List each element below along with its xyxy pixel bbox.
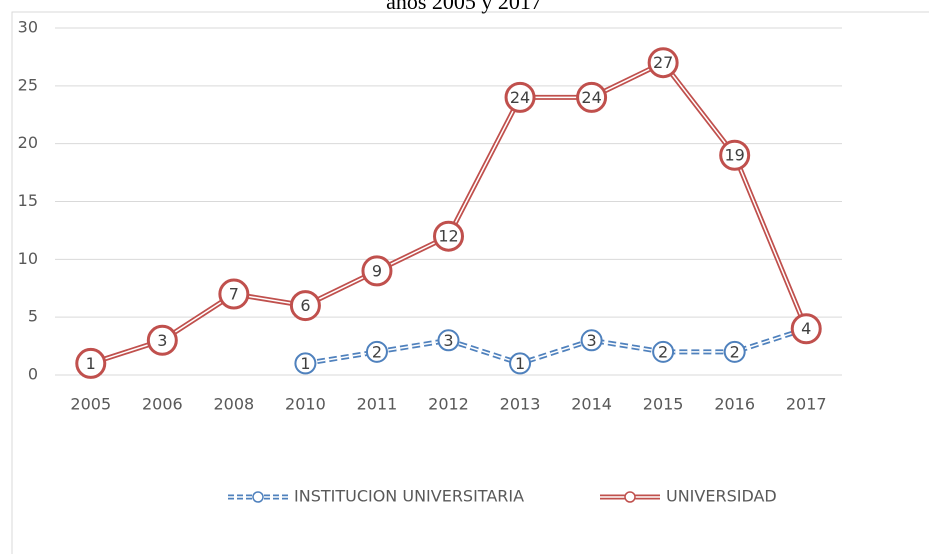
data-label: 9 — [372, 261, 382, 280]
y-tick-label: 30 — [18, 18, 38, 37]
legend-marker — [252, 491, 264, 503]
data-label: 19 — [725, 146, 745, 165]
y-tick-label: 25 — [18, 75, 38, 94]
x-tick-label: 2015 — [643, 395, 684, 414]
y-tick-label: 5 — [28, 307, 38, 326]
point-marker — [580, 329, 603, 352]
point-marker — [790, 313, 822, 345]
x-tick-label: 2013 — [500, 395, 541, 414]
series-line-inner — [305, 328, 807, 365]
x-tick-label: 2010 — [285, 395, 326, 414]
point-marker — [719, 139, 751, 171]
point-marker — [433, 220, 464, 252]
point-marker — [437, 329, 460, 352]
x-tick-label: 2006 — [142, 395, 183, 414]
x-tick-label: 2008 — [214, 395, 255, 414]
x-tick-label: 2016 — [714, 395, 755, 414]
data-label: 24 — [581, 88, 601, 107]
x-tick-label: 2011 — [357, 395, 398, 414]
data-label: 3 — [157, 331, 167, 350]
data-label: 7 — [229, 285, 239, 304]
point-marker — [652, 340, 675, 363]
point-marker — [365, 340, 388, 363]
point-marker — [289, 290, 321, 322]
point-marker — [294, 352, 317, 375]
point-marker — [647, 47, 679, 79]
data-label: 4 — [801, 319, 811, 338]
data-label: 2 — [372, 342, 382, 361]
x-tick-label: 2017 — [786, 395, 827, 414]
point-marker — [218, 278, 250, 310]
data-label: 3 — [443, 331, 453, 350]
point-marker — [509, 352, 532, 375]
data-label: 12 — [438, 227, 458, 246]
data-label: 6 — [300, 296, 310, 315]
point-marker — [576, 81, 608, 113]
y-tick-label: 20 — [18, 133, 38, 152]
point-marker — [504, 81, 536, 113]
data-label: 1 — [515, 354, 525, 373]
point-marker — [146, 324, 178, 356]
data-label: 2 — [730, 342, 740, 361]
point-marker — [723, 340, 746, 363]
chart-title: años 2005 y 2017 — [386, 0, 542, 14]
data-label: 27 — [653, 53, 673, 72]
data-label: 3 — [586, 331, 596, 350]
x-tick-label: 2012 — [428, 395, 469, 414]
chart-frame — [11, 11, 929, 554]
data-label: 24 — [510, 88, 530, 107]
legend-label: UNIVERSIDAD — [666, 487, 777, 506]
data-label: 1 — [86, 354, 96, 373]
legend-label: INSTITUCION UNIVERSITARIA — [294, 487, 524, 506]
y-tick-label: 15 — [18, 191, 38, 210]
y-tick-label: 0 — [28, 365, 38, 384]
legend-marker — [624, 491, 636, 503]
data-label: 2 — [658, 342, 668, 361]
x-tick-label: 2014 — [571, 395, 612, 414]
point-marker — [361, 255, 393, 287]
data-label: 1 — [300, 354, 310, 373]
x-tick-label: 2005 — [70, 395, 111, 414]
point-marker — [75, 347, 107, 379]
y-tick-label: 10 — [18, 249, 38, 268]
